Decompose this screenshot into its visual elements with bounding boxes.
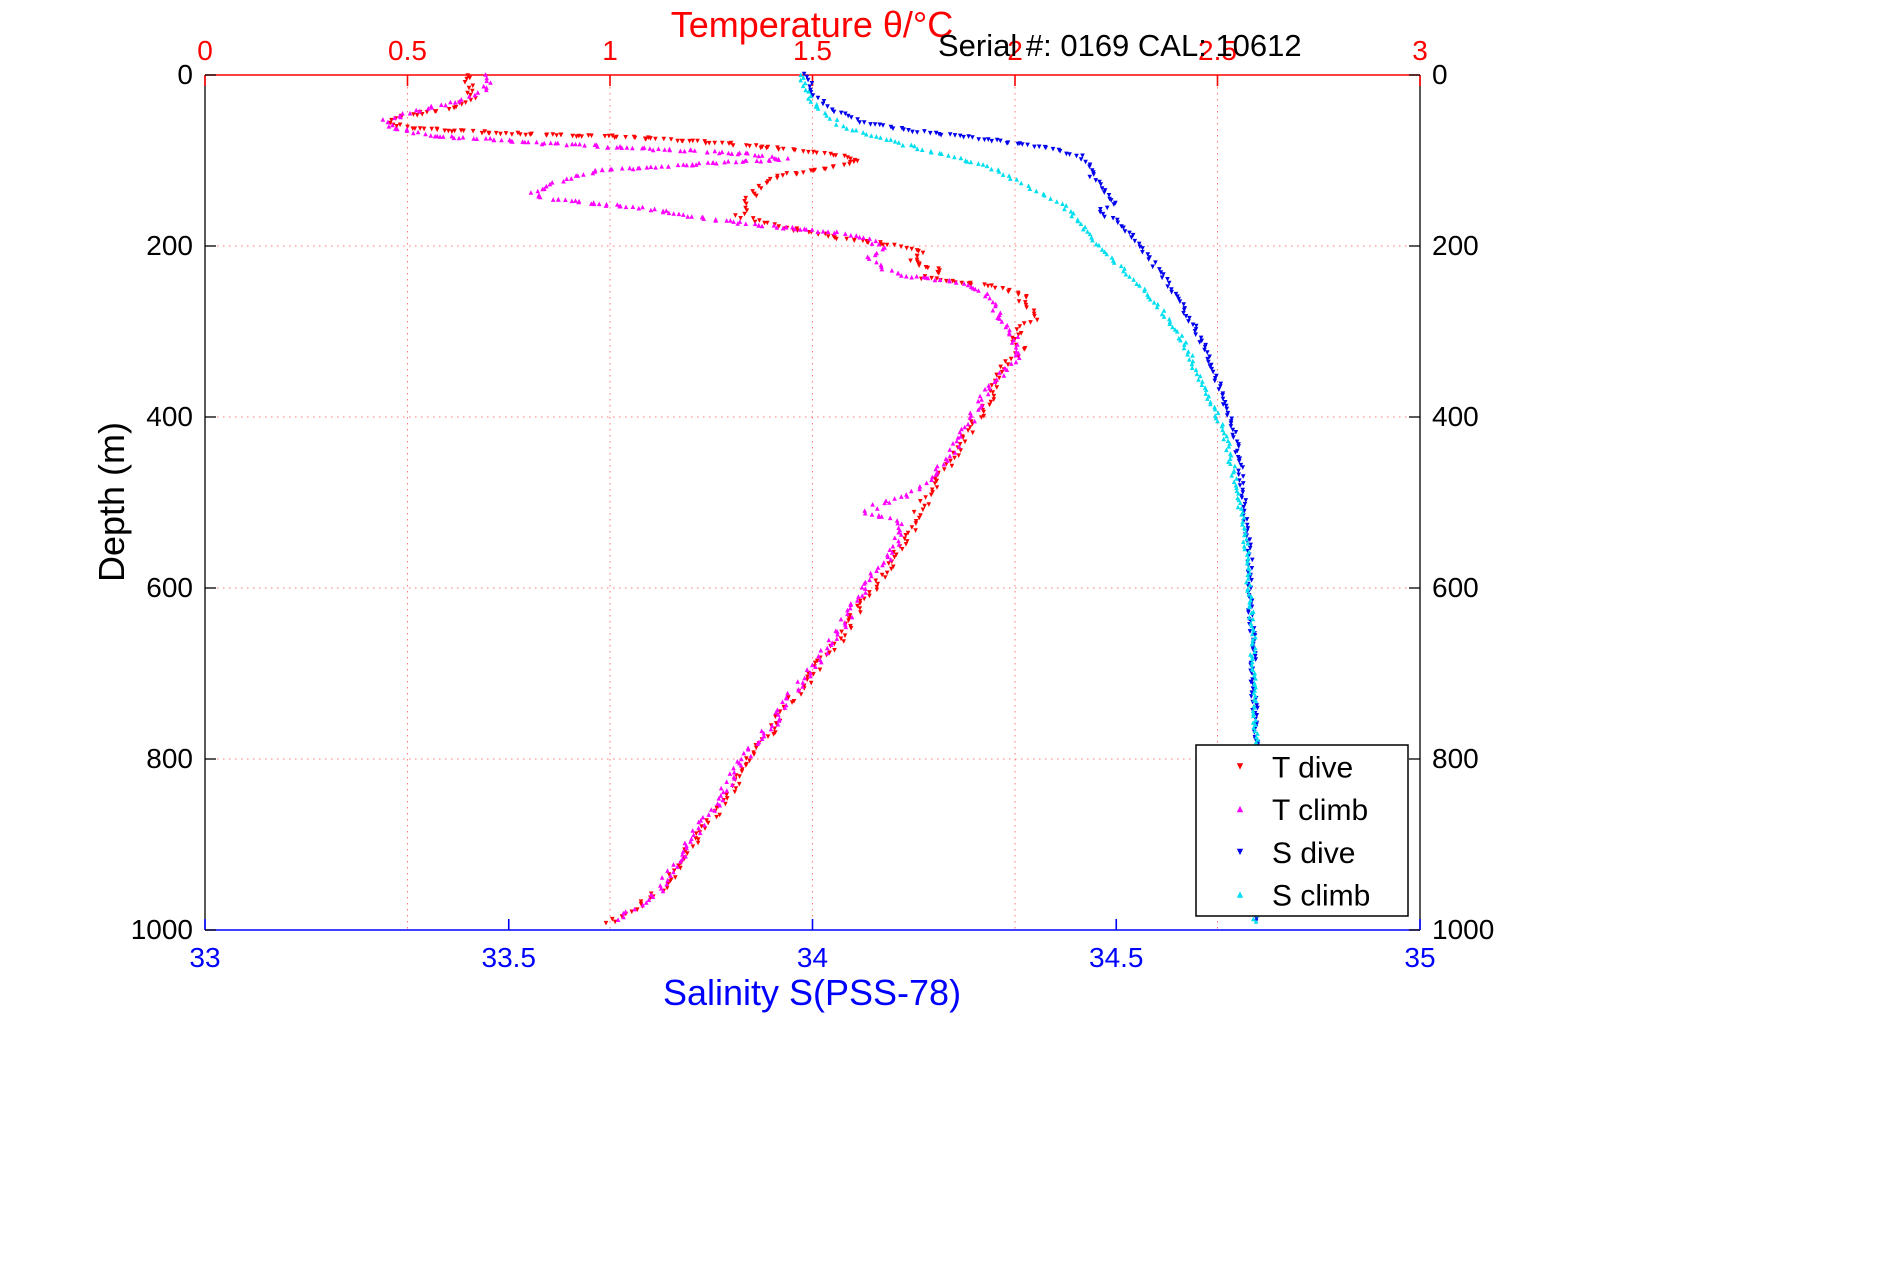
salinity-tick-label: 33.5 bbox=[482, 942, 537, 973]
depth-tick-label-right: 600 bbox=[1432, 572, 1479, 603]
depth-tick-label-left: 1000 bbox=[131, 914, 193, 945]
depth-tick-label-left: 200 bbox=[146, 230, 193, 261]
salinity-tick-label: 34.5 bbox=[1089, 942, 1144, 973]
temperature-tick-label: 1 bbox=[602, 35, 618, 66]
temperature-tick-label: 0.5 bbox=[388, 35, 427, 66]
depth-tick-label-left: 800 bbox=[146, 743, 193, 774]
salinity-tick-label: 35 bbox=[1404, 942, 1435, 973]
series-s-dive bbox=[801, 71, 1261, 924]
legend-marker-icon bbox=[1236, 805, 1244, 813]
chart-title: Temperature θ/°C bbox=[670, 4, 954, 45]
legend-entry-s-dive: S dive bbox=[1236, 837, 1355, 870]
series-t-dive bbox=[387, 73, 1040, 926]
legend-label: S dive bbox=[1272, 837, 1355, 870]
depth-tick-label-left: 600 bbox=[146, 572, 193, 603]
depth-tick-label-right: 400 bbox=[1432, 401, 1479, 432]
depth-tick-label-right: 1000 bbox=[1432, 914, 1494, 945]
depth-tick-label-right: 0 bbox=[1432, 59, 1448, 90]
legend-marker-icon bbox=[1236, 891, 1244, 898]
legend-label: S climb bbox=[1272, 880, 1370, 913]
serial-label: Serial #: 0169 CAL: 10612 bbox=[938, 28, 1302, 63]
series-s-climb bbox=[798, 72, 1261, 924]
temperature-tick-label: 3 bbox=[1412, 35, 1428, 66]
legend: T dive T climb S dive S climb bbox=[1195, 744, 1409, 917]
legend-entry-s-climb: S climb bbox=[1236, 880, 1370, 913]
gridlines bbox=[205, 75, 1420, 930]
depth-tick-label-right: 800 bbox=[1432, 743, 1479, 774]
legend-entry-t-dive: T dive bbox=[1236, 751, 1353, 784]
depth-tick-label-left: 0 bbox=[177, 59, 193, 90]
depth-tick-label-left: 400 bbox=[146, 401, 193, 432]
depth-tick-label-right: 200 bbox=[1432, 230, 1479, 261]
legend-marker-icon bbox=[1236, 763, 1244, 770]
legend-entry-t-climb: T climb bbox=[1236, 794, 1368, 827]
temperature-tick-label: 2.5 bbox=[1198, 35, 1237, 66]
legend-label: T climb bbox=[1272, 794, 1368, 827]
legend-box bbox=[1195, 744, 1409, 917]
salinity-tick-label: 34 bbox=[797, 942, 828, 973]
y-axis-label: Depth (m) bbox=[91, 421, 132, 583]
temperature-tick-label: 1.5 bbox=[793, 35, 832, 66]
temperature-tick-label: 0 bbox=[197, 35, 213, 66]
temperature-tick-label: 2 bbox=[1007, 35, 1023, 66]
salinity-tick-label: 33 bbox=[189, 942, 220, 973]
x-axis-label: Salinity S(PSS-78) bbox=[662, 972, 962, 1013]
legend-label: T dive bbox=[1272, 751, 1353, 784]
legend-marker-icon bbox=[1236, 848, 1244, 856]
